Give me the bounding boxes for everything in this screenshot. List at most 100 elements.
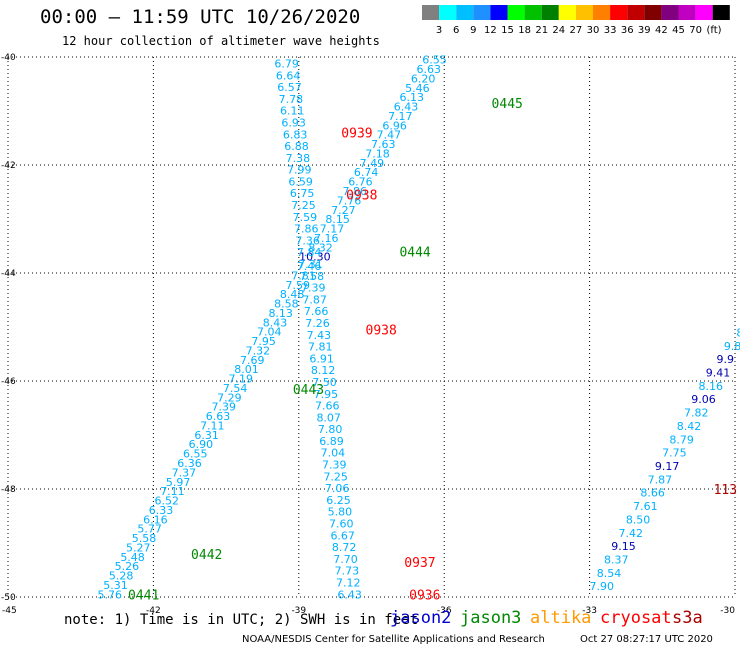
swh-value: 7.86 [294, 223, 319, 236]
time-label: 0936 [409, 588, 440, 603]
swh-value: 9.9 [717, 353, 735, 366]
swh-value: 7.39 [301, 282, 326, 295]
colorbar-swatch [610, 5, 628, 20]
x-tick-label: -42 [146, 606, 161, 616]
swh-value: 8.37 [604, 553, 629, 566]
footer-timestamp: Oct 27 08:27:17 UTC 2020 [580, 634, 713, 645]
swh-value: 7.17 [320, 223, 345, 236]
swh-value: 7.63 [371, 138, 396, 151]
colorbar-label: 15 [501, 25, 514, 36]
colorbar-swatch [695, 5, 713, 20]
time-label: 0445 [492, 97, 523, 112]
colorbar-swatch [541, 5, 559, 20]
swh-value: 7.38 [286, 152, 311, 165]
colorbar-swatch [712, 5, 730, 20]
time-label: 0938 [366, 324, 397, 339]
swh-value: 6.43 [394, 101, 419, 114]
colorbar-label: 30 [587, 25, 600, 36]
swh-value: 7.11 [160, 485, 185, 498]
swh-value: 9.8 [724, 340, 740, 353]
y-tick-label: -48 [1, 485, 16, 495]
swh-value: 6.79 [274, 57, 299, 70]
swh-value: 8.79 [669, 433, 694, 446]
swh-value: 6.67 [330, 529, 355, 542]
legend-s3a: s3a [672, 608, 703, 628]
x-tick-label: -33 [582, 606, 597, 616]
swh-value: 7.90 [589, 580, 614, 593]
colorbar-swatch [473, 5, 491, 20]
swh-value: 5.46 [405, 82, 430, 95]
swh-value: 9.17 [655, 460, 680, 473]
swh-value: 6.43 [337, 588, 362, 601]
swh-value: 5.48 [120, 551, 145, 564]
time-labels: 0441 0442 0443 0444 0445 0939 0938 0938 0937 0936… [128, 97, 737, 603]
page-title: 00:00 – 11:59 UTC 10/26/2020 [40, 6, 361, 28]
colorbar-swatch [644, 5, 662, 20]
legend-jason2: jason2 [390, 608, 452, 628]
swh-value: 7.27 [331, 204, 356, 217]
swh-value: 5.26 [115, 560, 140, 573]
swh-value: 10.30 [299, 251, 331, 264]
swh-value: 6.76 [348, 176, 373, 189]
swh-value: 7.16 [314, 232, 339, 245]
swh-value: 6.55 [183, 448, 208, 461]
swh-value: 7.43 [307, 329, 332, 342]
swh-value: 7.58 [300, 270, 325, 283]
footer-source: NOAA/NESDIS Center for Satellite Applica… [242, 634, 545, 645]
swh-value: 7.95 [314, 388, 339, 401]
colorbar-swatch [490, 5, 508, 20]
swh-value: 8.48 [280, 288, 305, 301]
swh-value: 8.12 [311, 364, 336, 377]
colorbar-label: 21 [535, 25, 548, 36]
time-label: 0441 [128, 588, 159, 603]
swh-value: 5.31 [103, 579, 128, 592]
swh-value: 7.39 [211, 401, 236, 414]
swh-value: 8 [736, 326, 740, 339]
swh-value: 7.80 [318, 423, 343, 436]
colorbar-label: 3 [436, 25, 442, 36]
x-tick-label: -45 [2, 606, 17, 616]
colorbar-label: 18 [518, 25, 531, 36]
colorbar-label: 42 [655, 25, 668, 36]
colorbar-label: 45 [672, 25, 685, 36]
note-text: note: 1) Time is in UTC; 2) SWH is in fe… [64, 612, 419, 628]
time-label: 0937 [404, 556, 435, 571]
swh-value: 7.26 [305, 317, 330, 330]
swh-value: 8.54 [597, 567, 622, 580]
swh-value: 7.19 [229, 373, 254, 386]
swh-value: 6.52 [154, 495, 179, 508]
colorbar-swatch [456, 5, 474, 20]
swh-value: 6.36 [177, 457, 202, 470]
colorbar-swatch [507, 5, 525, 20]
colorbar-swatch [439, 5, 457, 20]
swh-value: 7.76 [337, 194, 362, 207]
swh-value: 7.50 [312, 376, 337, 389]
swh-value: 8.42 [677, 420, 702, 433]
x-tick-label: -39 [291, 606, 306, 616]
colorbar-swatch [575, 5, 593, 20]
page-subtitle: 12 hour collection of altimeter wave hei… [62, 34, 380, 48]
colorbar-label: 70 [689, 25, 702, 36]
swh-value: 5.58 [132, 532, 157, 545]
swh-value: 7.73 [335, 565, 360, 578]
swh-value: 7.54 [223, 382, 248, 395]
swh-value: 7.25 [291, 199, 316, 212]
swh-value: 6.16 [143, 513, 168, 526]
swh-value: 5.77 [137, 523, 162, 536]
colorbar-label: 24 [552, 25, 565, 36]
swh-value: 8.58 [274, 298, 299, 311]
time-label: 0443 [293, 383, 324, 398]
swh-value: 7.87 [302, 293, 327, 306]
colorbar-label: 12 [484, 25, 497, 36]
swh-value: 7.75 [662, 447, 687, 460]
swh-value: 8.66 [640, 487, 665, 500]
swh-value: 7.86 [342, 185, 367, 198]
time-label: 0442 [191, 548, 222, 563]
swh-value: 6.63 [417, 63, 442, 76]
swh-value: 6.75 [290, 187, 315, 200]
time-label: 0444 [399, 245, 430, 260]
swh-value: 6.90 [189, 438, 214, 451]
swh-value: 7.47 [377, 129, 402, 142]
swh-value: 7.87 [648, 473, 673, 486]
